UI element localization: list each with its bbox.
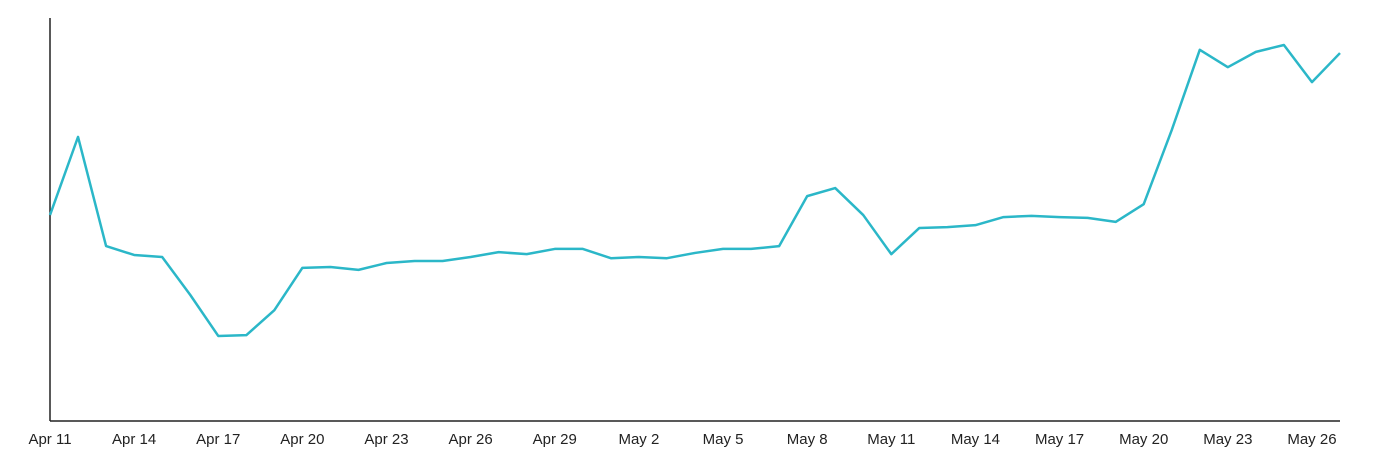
x-tick-label: May 17	[1035, 431, 1084, 448]
x-tick-label: May 20	[1119, 431, 1168, 448]
x-tick-label: Apr 23	[364, 431, 408, 448]
x-tick-label: May 26	[1287, 431, 1336, 448]
x-tick-label: Apr 20	[280, 431, 324, 448]
x-tick-label: May 23	[1203, 431, 1252, 448]
x-tick-label: Apr 17	[196, 431, 240, 448]
x-tick-label: May 2	[618, 431, 659, 448]
x-tick-label: May 11	[867, 431, 915, 448]
x-tick-label: Apr 11	[28, 431, 71, 448]
x-tick-label: Apr 26	[449, 431, 493, 448]
x-tick-label: May 5	[703, 431, 744, 448]
x-tick-label: May 14	[951, 431, 1000, 448]
series-line	[48, 43, 1341, 338]
x-tick-label: Apr 29	[533, 431, 577, 448]
x-tick-label: Apr 14	[112, 431, 156, 448]
x-tick-label: May 8	[787, 431, 828, 448]
